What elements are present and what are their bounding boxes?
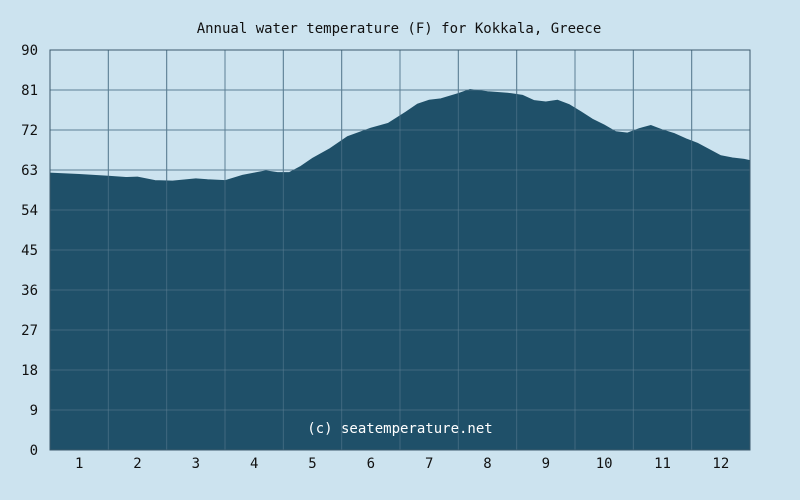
y-tick-label: 27 — [21, 323, 38, 339]
x-tick-label: 9 — [542, 456, 550, 472]
x-tick-label: 5 — [308, 456, 316, 472]
grid-overlay — [50, 50, 750, 450]
y-tick-label: 36 — [21, 283, 38, 299]
chart-title: Annual water temperature (F) for Kokkala… — [197, 21, 602, 37]
watermark: (c) seatemperature.net — [307, 421, 492, 437]
y-tick-label: 18 — [21, 363, 38, 379]
x-tick-label: 2 — [133, 456, 141, 472]
x-tick-label: 8 — [483, 456, 491, 472]
x-tick-label: 10 — [596, 456, 613, 472]
x-tick-label: 11 — [654, 456, 671, 472]
x-tick-label: 12 — [712, 456, 729, 472]
x-tick-label: 1 — [75, 456, 83, 472]
y-tick-label: 72 — [21, 123, 38, 139]
y-tick-label: 0 — [30, 443, 38, 459]
x-tick-label: 6 — [367, 456, 375, 472]
x-axis: 1 2 3 4 5 6 7 8 9 10 11 12 — [75, 456, 729, 472]
x-tick-label: 4 — [250, 456, 258, 472]
plot-border — [49, 49, 751, 451]
y-tick-label: 81 — [21, 83, 38, 99]
y-tick-label: 90 — [21, 43, 38, 59]
y-tick-label: 63 — [21, 163, 38, 179]
y-tick-label: 9 — [30, 403, 38, 419]
x-tick-label: 7 — [425, 456, 433, 472]
y-axis: 0 9 18 27 36 45 54 63 72 81 90 — [21, 43, 38, 459]
y-tick-label: 54 — [21, 203, 38, 219]
x-tick-label: 3 — [192, 456, 200, 472]
y-tick-label: 45 — [21, 243, 38, 259]
